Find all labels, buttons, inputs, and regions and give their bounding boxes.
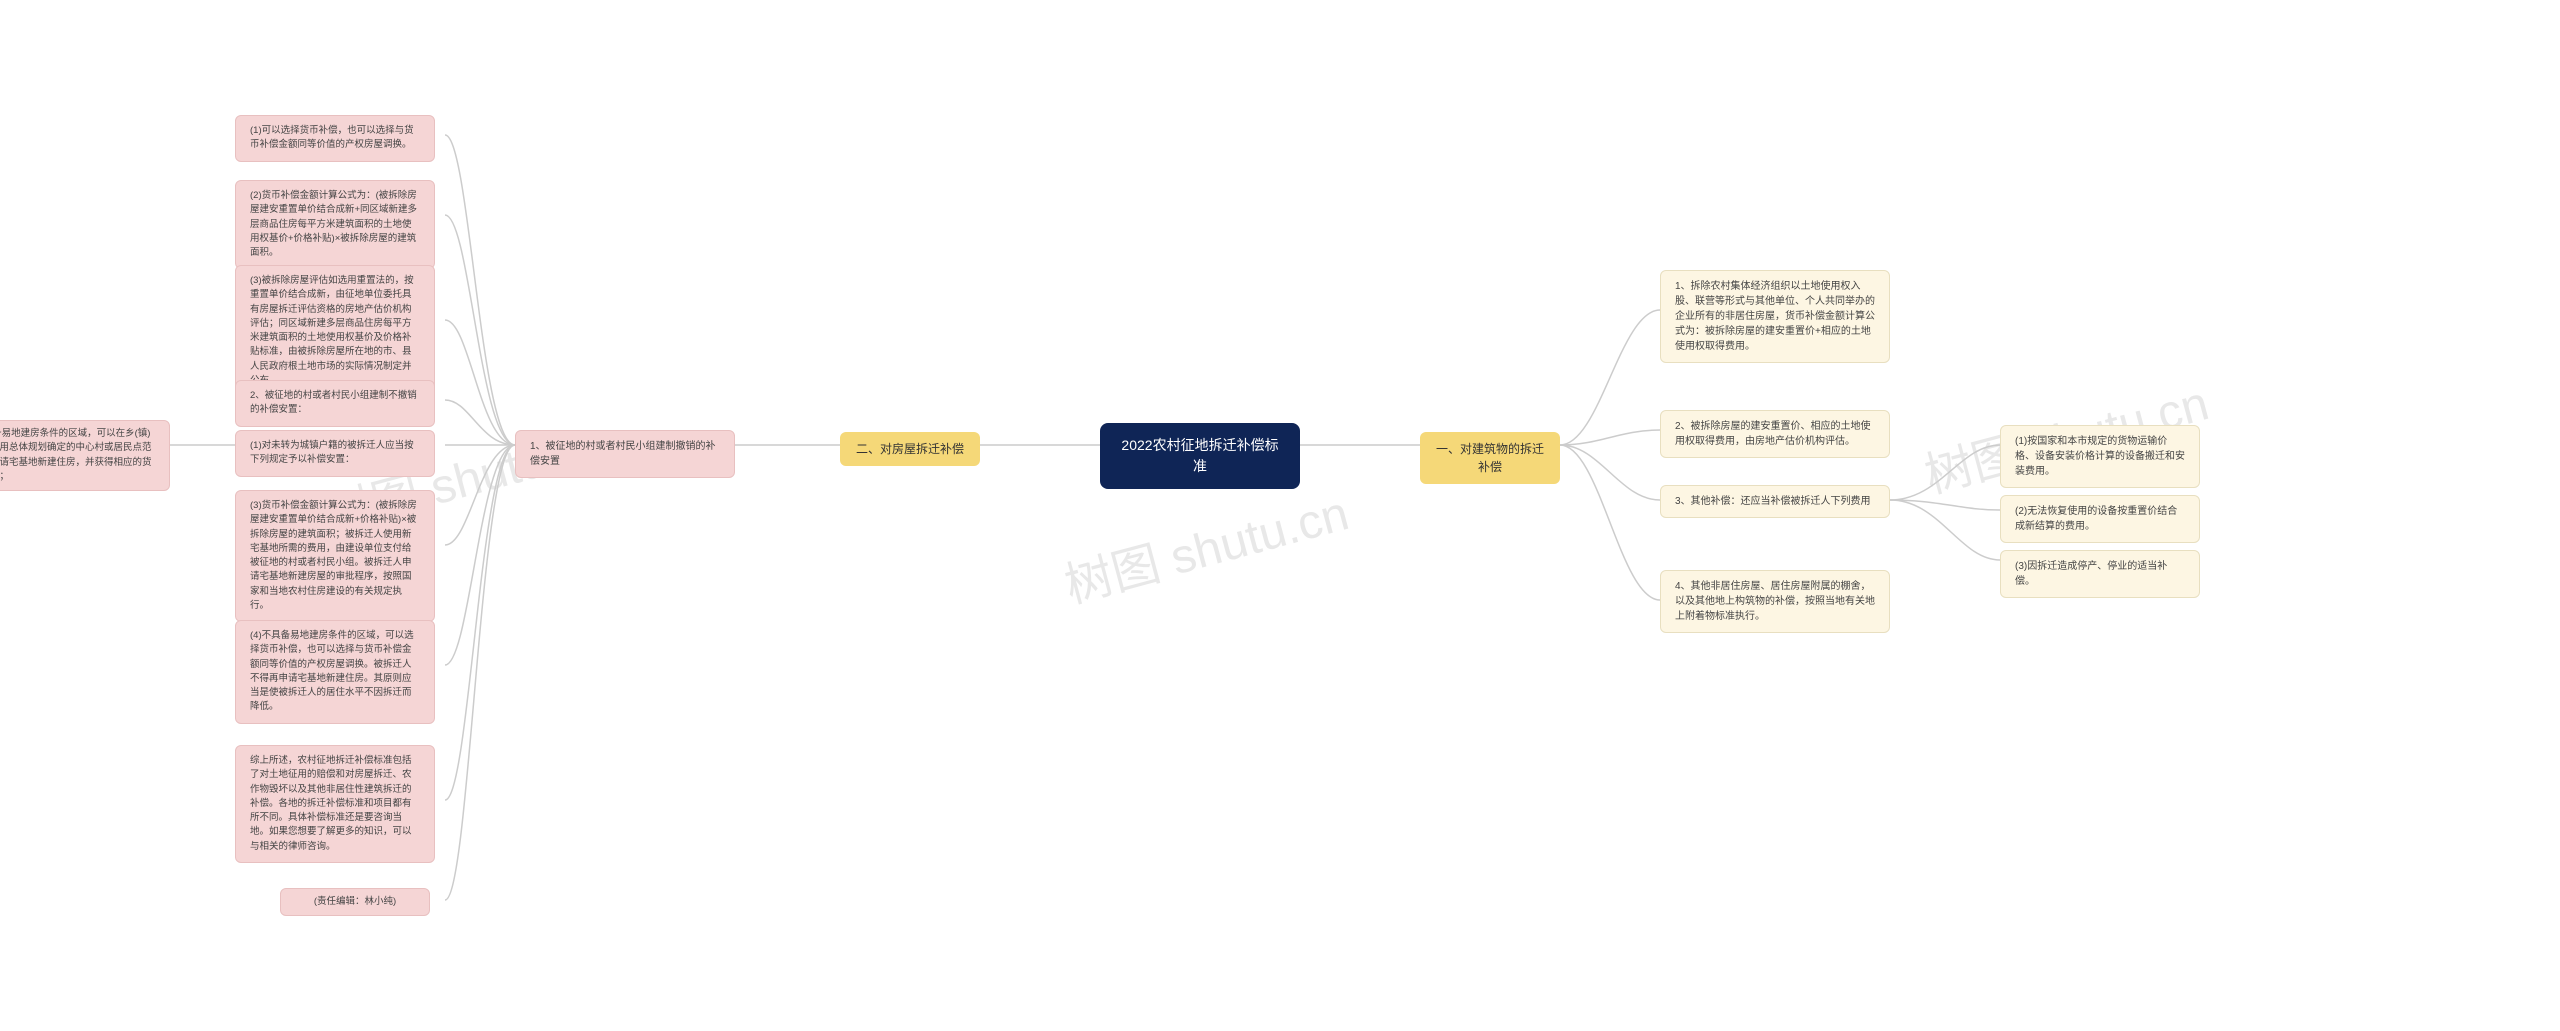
left-sub2-item-1: (1)对未转为城镇户籍的被拆迁人应当按下列规定予以补偿安置：	[235, 430, 435, 477]
right-item-3: 3、其他补偿：还应当补偿被拆迁人下列费用	[1660, 485, 1890, 518]
root-node: 2022农村征地拆迁补偿标准	[1100, 423, 1300, 489]
right-sub-2: (2)无法恢复使用的设备按重置价结合成新结算的费用。	[2000, 495, 2200, 543]
left-sub2-item-3: (3)货币补偿金额计算公式为：(被拆除房屋建安重置单价结合成新+价格补贴)×被拆…	[235, 490, 435, 622]
right-item-2: 2、被拆除房屋的建安重置价、相应的土地使用权取得费用，由房地产估价机构评估。	[1660, 410, 1890, 458]
left-sub2-item-2: (2)具备易地建房条件的区域，可以在乡(镇)土地利用总体规划确定的中心村或居民点…	[0, 420, 170, 491]
watermark: 树图 shutu.cn	[1056, 474, 1355, 617]
right-item-4: 4、其他非居住房屋、居住房屋附属的棚舍，以及其他地上构筑物的补偿，按照当地有关地…	[1660, 570, 1890, 633]
left-sub2-label: 2、被征地的村或者村民小组建制不撤销的补偿安置：	[235, 380, 435, 427]
left-sub1-item-2: (2)货币补偿金额计算公式为：(被拆除房屋建安重置单价结合成新+同区域新建多层商…	[235, 180, 435, 269]
editor-credit: (责任编辑：林小纯)	[280, 888, 430, 916]
left-sub1-label: 1、被征地的村或者村民小组建制撤销的补偿安置	[515, 430, 735, 478]
right-sub-1: (1)按国家和本市规定的货物运输价格、设备安装价格计算的设备搬迁和安装费用。	[2000, 425, 2200, 488]
right-sub-3: (3)因拆迁造成停产、停业的适当补偿。	[2000, 550, 2200, 598]
branch-left: 二、对房屋拆迁补偿	[840, 432, 980, 466]
left-sub2-item-5: 综上所述，农村征地拆迁补偿标准包括了对土地征用的赔偿和对房屋拆迁、农作物毁坏以及…	[235, 745, 435, 863]
branch-right: 一、对建筑物的拆迁补偿	[1420, 432, 1560, 484]
left-sub2-item-4: (4)不具备易地建房条件的区域，可以选择货币补偿，也可以选择与货币补偿金额同等价…	[235, 620, 435, 724]
left-sub1-item-3: (3)被拆除房屋评估如选用重置法的，按重置单价结合成新，由征地单位委托具有房屋拆…	[235, 265, 435, 397]
left-sub1-item-1: (1)可以选择货币补偿，也可以选择与货币补偿金额同等价值的产权房屋调换。	[235, 115, 435, 162]
right-item-1: 1、拆除农村集体经济组织以土地使用权入股、联营等形式与其他单位、个人共同举办的企…	[1660, 270, 1890, 363]
